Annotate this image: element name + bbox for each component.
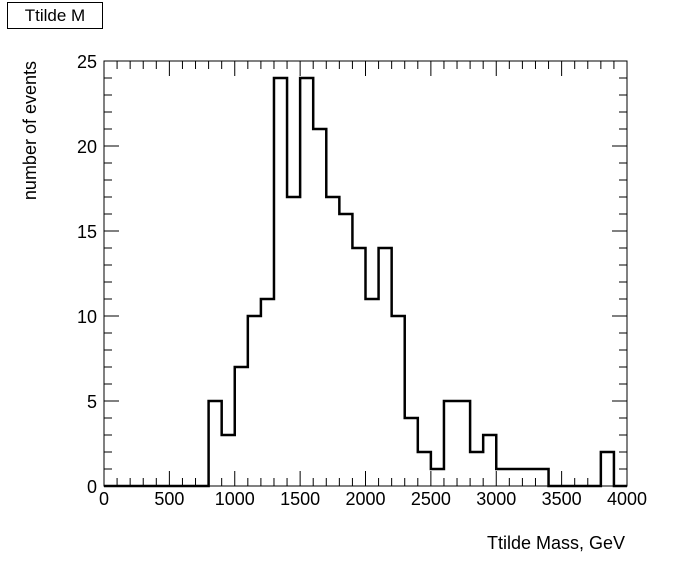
x-tick-label: 2500 (411, 489, 451, 509)
y-tick-label: 25 (77, 52, 97, 72)
y-tick-label: 15 (77, 222, 97, 242)
x-tick-label: 1000 (215, 489, 255, 509)
histogram-line (104, 76, 627, 488)
x-axis-title: Ttilde Mass, GeV (487, 533, 625, 553)
x-tick-label: 0 (99, 489, 109, 509)
y-axis-title: number of events (20, 61, 40, 200)
x-tick-label: 2000 (345, 489, 385, 509)
y-tick-label: 10 (77, 307, 97, 327)
x-tick-label: 1500 (280, 489, 320, 509)
y-tick-labels: 0 5 10 15 20 25 (77, 52, 97, 497)
chart-title: Ttilde M (7, 2, 103, 29)
y-tick-label: 5 (87, 392, 97, 412)
x-tick-label: 500 (154, 489, 184, 509)
x-tick-label: 3500 (542, 489, 582, 509)
axis-ticks (103, 60, 628, 487)
x-tick-label: 3000 (476, 489, 516, 509)
x-tick-labels: 0 500 1000 1500 2000 2500 3000 3500 4000 (99, 489, 647, 509)
x-tick-label: 4000 (607, 489, 647, 509)
y-tick-label: 20 (77, 137, 97, 157)
y-tick-label: 0 (87, 477, 97, 497)
